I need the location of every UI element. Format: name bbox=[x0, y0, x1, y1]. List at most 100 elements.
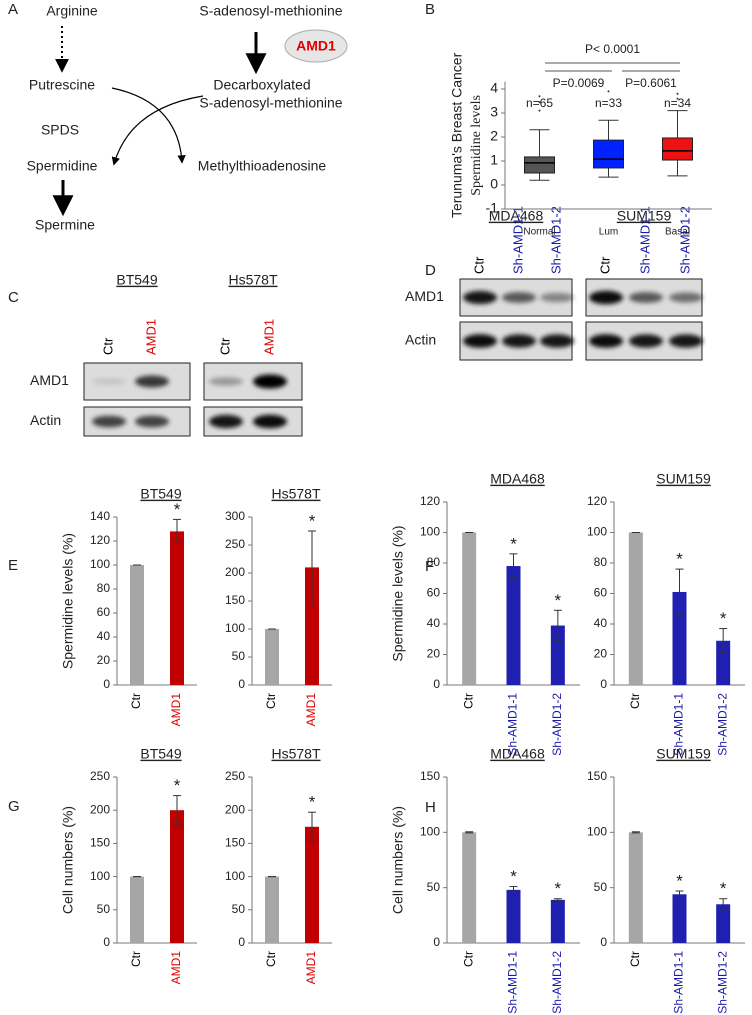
significance-star: * bbox=[510, 867, 517, 886]
blot-band bbox=[502, 334, 536, 348]
x-tick-label: Normal bbox=[523, 227, 555, 238]
lane-label: Sh-AMD1-1 bbox=[637, 206, 652, 274]
y-tick-label: 150 bbox=[225, 593, 245, 607]
y-tick-label: 140 bbox=[90, 509, 110, 523]
lane-label: Ctr bbox=[217, 337, 232, 355]
error-bar bbox=[719, 628, 728, 654]
y-tick-label: 120 bbox=[587, 494, 607, 508]
blot-band bbox=[629, 292, 663, 303]
bar bbox=[130, 565, 144, 685]
blot-row-label: AMD1 bbox=[30, 372, 69, 388]
y-tick-label: 20 bbox=[97, 653, 111, 667]
x-tick-label: Sh-AMD1-2 bbox=[550, 951, 564, 1014]
blot-band bbox=[540, 334, 574, 348]
blot-band bbox=[669, 334, 703, 348]
bar bbox=[716, 640, 731, 685]
bar bbox=[506, 889, 521, 943]
y-tick-label: 100 bbox=[90, 869, 110, 883]
x-tick-label: Sh-AMD1-1 bbox=[672, 951, 686, 1014]
y-tick-label: -1 bbox=[486, 200, 499, 216]
pathway-label: SPDS bbox=[41, 122, 79, 138]
y-tick-label: 60 bbox=[97, 605, 111, 619]
blot-title: MDA468 bbox=[489, 208, 544, 224]
panel-label: A bbox=[8, 1, 18, 18]
panel-label: F bbox=[425, 558, 434, 575]
x-tick-label: Sh-AMD1-2 bbox=[715, 951, 729, 1014]
lane-label: Sh-AMD1-2 bbox=[548, 206, 563, 274]
y-tick-label: 2 bbox=[490, 128, 498, 144]
blot-title: SUM159 bbox=[617, 208, 672, 224]
y-tick-label: 0 bbox=[600, 677, 607, 691]
outer-label: Terunuma's Breast Cancer bbox=[449, 52, 465, 218]
x-tick-label: Ctr bbox=[264, 693, 278, 709]
blot-band bbox=[135, 415, 169, 428]
error-bar bbox=[308, 811, 316, 842]
y-tick-label: 200 bbox=[225, 802, 245, 816]
significance-star: * bbox=[676, 550, 683, 569]
p-value: P=0.0069 bbox=[553, 76, 605, 90]
pathway-label: Arginine bbox=[46, 3, 98, 19]
bar bbox=[462, 532, 477, 685]
panel-label: E bbox=[8, 557, 18, 574]
blot-band bbox=[209, 377, 243, 386]
y-tick-label: 0 bbox=[103, 677, 110, 691]
x-tick-label: AMD1 bbox=[304, 951, 318, 985]
error-bar bbox=[719, 898, 728, 911]
arrow bbox=[111, 95, 204, 166]
y-tick-label: 80 bbox=[97, 581, 111, 595]
pathway-label: AMD1 bbox=[296, 38, 336, 54]
pathway-label: S-adenosyl-methionine bbox=[199, 95, 342, 111]
y-tick-label: 20 bbox=[594, 647, 608, 661]
blot-band bbox=[502, 292, 536, 303]
panel-label: B bbox=[425, 1, 435, 18]
y-tick-label: 50 bbox=[97, 902, 111, 916]
blot-band bbox=[135, 375, 169, 388]
y-tick-label: 100 bbox=[420, 825, 440, 839]
x-tick-label: Sh-AMD1-2 bbox=[715, 693, 729, 756]
error-bar bbox=[675, 568, 684, 616]
error-bar bbox=[553, 609, 562, 642]
lane-label: AMD1 bbox=[143, 319, 158, 355]
blot-band bbox=[540, 292, 574, 303]
y-tick-label: 80 bbox=[594, 555, 608, 569]
x-tick-label: Lum bbox=[599, 227, 618, 238]
p-value: P< 0.0001 bbox=[585, 42, 640, 56]
y-tick-label: 80 bbox=[427, 555, 441, 569]
blot-band bbox=[463, 334, 497, 348]
significance-star: * bbox=[510, 534, 517, 553]
blot-band bbox=[92, 378, 126, 385]
y-tick-label: 40 bbox=[97, 629, 111, 643]
pathway-label: S-adenosyl-methionine bbox=[199, 3, 342, 19]
blot-row-label: Actin bbox=[30, 412, 61, 428]
p-value: P=0.6061 bbox=[625, 76, 677, 90]
blot-band bbox=[253, 374, 287, 389]
y-tick-label: 60 bbox=[427, 586, 441, 600]
significance-star: * bbox=[555, 591, 562, 610]
x-tick-label: Ctr bbox=[129, 951, 143, 967]
panel-label: C bbox=[8, 289, 19, 306]
error-bar bbox=[509, 553, 518, 579]
lane-label: Ctr bbox=[471, 256, 486, 274]
outlier bbox=[538, 109, 541, 112]
y-tick-label: 150 bbox=[420, 769, 440, 783]
bar bbox=[305, 567, 319, 685]
y-tick-label: 4 bbox=[490, 80, 498, 96]
blot-band bbox=[589, 334, 623, 348]
significance-star: * bbox=[720, 879, 727, 898]
bar bbox=[305, 826, 319, 943]
chart-title: BT549 bbox=[140, 486, 181, 502]
bar bbox=[628, 832, 643, 943]
pathway-label: Decarboxylated bbox=[213, 77, 310, 93]
error-bar bbox=[173, 795, 181, 826]
y-tick-label: 150 bbox=[90, 836, 110, 850]
n-label: n=34 bbox=[664, 96, 691, 110]
x-tick-label: Ctr bbox=[461, 693, 475, 709]
blot-band bbox=[92, 415, 126, 428]
chart-title: MDA468 bbox=[490, 746, 545, 762]
y-axis-label: Spermidine levels bbox=[469, 95, 484, 196]
chart-title: SUM159 bbox=[656, 471, 711, 487]
error-bar bbox=[173, 518, 181, 544]
box bbox=[662, 137, 693, 161]
x-tick-label: Ctr bbox=[129, 693, 143, 709]
